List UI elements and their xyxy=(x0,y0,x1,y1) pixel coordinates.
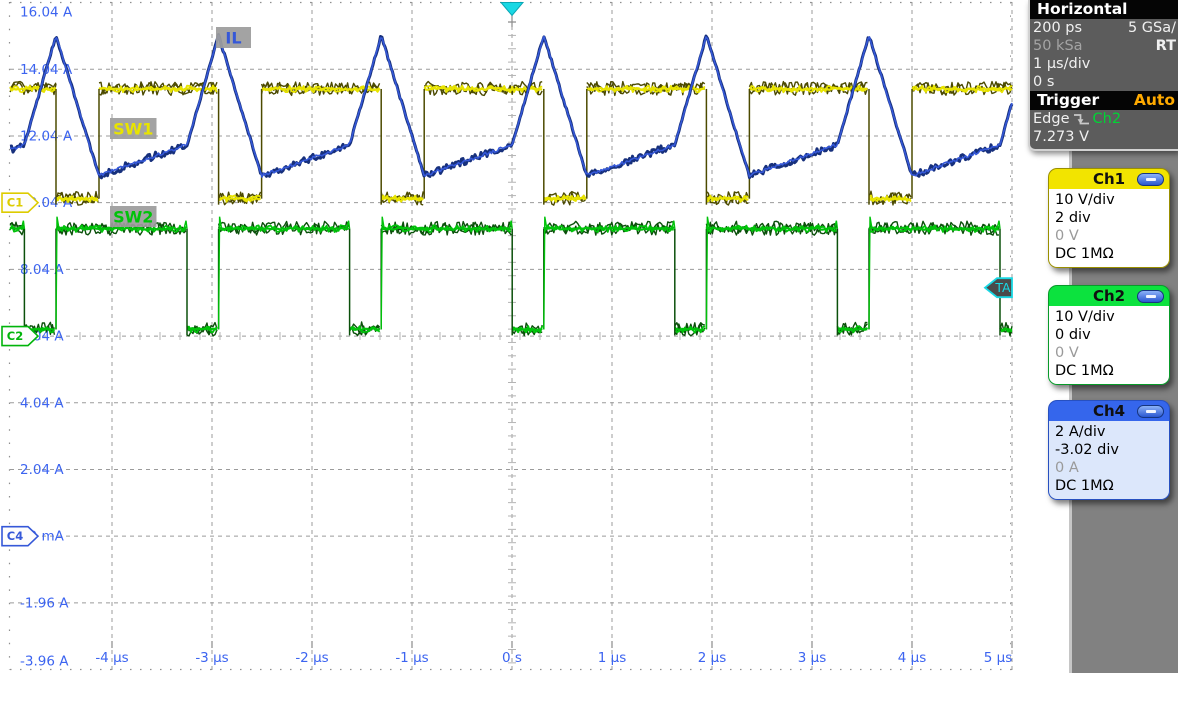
trace-label: SW1 xyxy=(113,120,153,139)
trigger-level-marker[interactable]: TA xyxy=(983,277,1013,299)
sample-rate-value: 5 GSa/ xyxy=(1127,20,1176,36)
channel-setting-line: 2 div xyxy=(1055,210,1091,226)
y-axis-label: 2.04 A xyxy=(20,462,64,478)
channel-settings: 10 V/div 2 div 0 V DC 1MΩ xyxy=(1048,189,1170,268)
channel-settings: 2 A/div -3.02 div 0 A DC 1MΩ xyxy=(1048,421,1170,500)
y-axis-label: 12.04 A xyxy=(20,128,73,144)
channel-settings: 10 V/div 0 div 0 V DC 1MΩ xyxy=(1048,306,1170,385)
y-axis-label: -1.96 A xyxy=(20,595,69,611)
x-axis-label: -3 µs xyxy=(195,650,228,666)
channel-setting-line: DC 1MΩ xyxy=(1055,478,1114,494)
trace-il xyxy=(9,33,1014,180)
horizontal-row-position: 0 s xyxy=(1030,73,1178,91)
channel-header-ch2[interactable]: Ch2 xyxy=(1048,285,1170,306)
channel-box-ch1[interactable]: Ch1 10 V/div 2 div 0 V DC 1MΩ xyxy=(1048,168,1170,268)
channel-setting-line: 10 V/div xyxy=(1055,192,1115,208)
y-axis-label: 8.04 A xyxy=(20,262,64,278)
x-axis-label: 4 µs xyxy=(898,650,927,666)
horizontal-row-resolution: 200 ps 5 GSa/ xyxy=(1030,19,1178,37)
y-axis-label: 4.04 A xyxy=(20,395,64,411)
x-axis-label: 1 µs xyxy=(598,650,627,666)
trace-label: SW2 xyxy=(113,208,153,227)
channel-setting-line: 10 V/div xyxy=(1055,309,1115,325)
trigger-row-source: Edge Ch2 xyxy=(1030,110,1178,128)
horizontal-panel[interactable]: Horizontal 200 ps 5 GSa/ 50 kSa RT 1 µs/… xyxy=(1028,0,1178,151)
waveform-display: 16.04 A14.04 A12.04 A10.04 A8.04 A6.04 A… xyxy=(1,1,1014,671)
channel-label: Ch2 xyxy=(1092,287,1126,305)
channel-marker-c1[interactable]: C1 xyxy=(1,192,40,213)
minimize-button[interactable] xyxy=(1137,404,1164,418)
channel-marker-label: C4 xyxy=(7,529,23,543)
trigger-row-level: 7.273 V xyxy=(1030,128,1178,146)
channel-setting-line: 0 div xyxy=(1055,327,1091,343)
minimize-button[interactable] xyxy=(1137,289,1164,303)
record-length-value: 50 kSa xyxy=(1033,38,1083,54)
channel-label: Ch4 xyxy=(1092,402,1126,420)
trace-tag-il: IL xyxy=(216,27,251,48)
trigger-mode-badge: Auto xyxy=(1133,91,1175,109)
grid-lines xyxy=(10,2,1013,670)
trace-tag-sw2: SW2 xyxy=(110,206,157,227)
x-axis-label: -1 µs xyxy=(395,650,428,666)
horizontal-row-record: 50 kSa RT xyxy=(1030,37,1178,55)
channel-setting-line: 2 A/div xyxy=(1055,424,1106,440)
y-axis-label: -3.96 A xyxy=(20,654,69,670)
trigger-panel-header[interactable]: Trigger Auto xyxy=(1030,91,1178,110)
x-axis-label: -2 µs xyxy=(295,650,328,666)
x-axis-label: 5 µs xyxy=(984,650,1013,666)
x-axis-label: -4 µs xyxy=(95,650,128,666)
channel-setting-line: -3.02 div xyxy=(1055,442,1119,458)
x-axis-label: 2 µs xyxy=(698,650,727,666)
channel-label: Ch1 xyxy=(1092,170,1126,188)
channel-setting-line: DC 1MΩ xyxy=(1055,363,1114,379)
channel-marker-label: C2 xyxy=(7,329,23,343)
channel-header-ch1[interactable]: Ch1 xyxy=(1048,168,1170,189)
channel-setting-line: DC 1MΩ xyxy=(1055,246,1114,262)
minimize-icon xyxy=(1146,178,1156,181)
trigger-level-value: 7.273 V xyxy=(1033,129,1090,145)
time-scale-value: 1 µs/div xyxy=(1033,56,1091,72)
x-axis-label: 0 s xyxy=(502,650,522,666)
trigger-source-value: Ch2 xyxy=(1092,111,1122,127)
channel-setting-line: 0 A xyxy=(1055,460,1079,476)
acquisition-mode-value: RT xyxy=(1155,38,1176,54)
y-axis-label: 16.04 A xyxy=(20,5,73,21)
x-axis-labels: -4 µs -3 µs -2 µs -1 µs 0 s 1 µs 2 µs 3 µs 4 µs 5… xyxy=(95,650,1012,666)
falling-edge-icon xyxy=(1073,111,1090,127)
channel-marker-label: C1 xyxy=(7,196,23,210)
channel-setting-line: 0 V xyxy=(1055,345,1079,361)
trigger-position-marker[interactable] xyxy=(499,2,525,28)
trigger-type-value: Edge xyxy=(1033,111,1070,127)
horizontal-row-scale: 1 µs/div xyxy=(1030,55,1178,73)
trace-sw2 xyxy=(9,216,1013,337)
channel-box-ch2[interactable]: Ch2 10 V/div 0 div 0 V DC 1MΩ xyxy=(1048,285,1170,385)
trace-label: IL xyxy=(225,29,241,48)
trace-tag-sw1: SW1 xyxy=(110,118,157,139)
trigger-level-label: TA xyxy=(994,280,1011,295)
horizontal-title: Horizontal xyxy=(1037,0,1128,18)
x-axis-label: 3 µs xyxy=(798,650,827,666)
channel-setting-line: 0 V xyxy=(1055,228,1079,244)
channel-marker-c4[interactable]: C4 xyxy=(1,525,40,547)
trace-sw1 xyxy=(9,80,1013,206)
minimize-icon xyxy=(1146,295,1156,298)
horizontal-panel-header[interactable]: Horizontal xyxy=(1030,0,1178,19)
minimize-button[interactable] xyxy=(1137,172,1164,186)
time-position-value: 0 s xyxy=(1033,74,1055,90)
resolution-value: 200 ps xyxy=(1033,20,1083,36)
minimize-icon xyxy=(1146,410,1156,413)
channel-header-ch4[interactable]: Ch4 xyxy=(1048,400,1170,421)
channel-box-ch4[interactable]: Ch4 2 A/div -3.02 div 0 A DC 1MΩ xyxy=(1048,400,1170,500)
trigger-title: Trigger xyxy=(1037,91,1100,109)
channel-marker-c2[interactable]: C2 xyxy=(1,325,40,347)
